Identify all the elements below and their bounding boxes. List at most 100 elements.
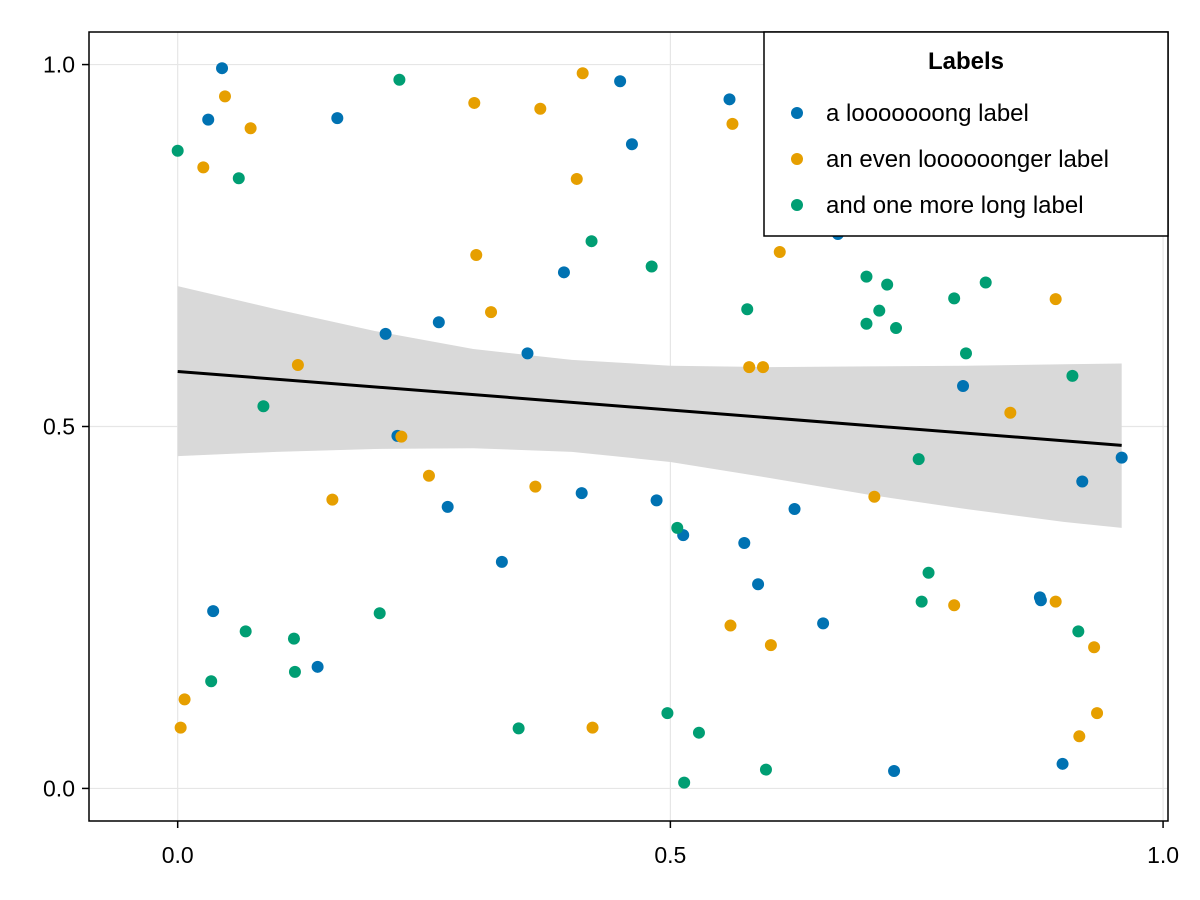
y-tick-label: 1.0 xyxy=(43,52,75,78)
legend-label: and one more long label xyxy=(826,192,1084,219)
regression-line xyxy=(177,369,1122,447)
data-point xyxy=(485,306,498,319)
data-point xyxy=(244,122,257,135)
legend: Labels a looooooong label an even loooooo… xyxy=(763,31,1169,237)
data-point xyxy=(1034,594,1047,607)
regression-line-layer xyxy=(177,369,1122,447)
x-tick-label: 0.0 xyxy=(162,842,194,868)
series-1-points xyxy=(202,62,1128,778)
series-2-points xyxy=(174,67,1104,743)
data-point xyxy=(586,721,599,734)
legend-marker xyxy=(791,153,803,165)
data-point xyxy=(1073,730,1086,743)
data-point xyxy=(915,595,928,608)
data-point xyxy=(1066,369,1079,382)
data-point xyxy=(422,469,435,482)
data-point xyxy=(207,605,220,618)
y-tick-label: 0.0 xyxy=(43,775,75,801)
data-point xyxy=(1049,293,1062,306)
data-point xyxy=(671,521,684,534)
legend-label: a looooooong label xyxy=(826,100,1029,127)
data-point xyxy=(948,599,961,612)
data-point xyxy=(232,172,245,185)
data-point xyxy=(373,607,386,620)
data-point xyxy=(726,117,739,130)
data-point xyxy=(741,303,754,316)
legend-marker xyxy=(791,107,803,119)
data-point xyxy=(764,639,777,652)
data-point xyxy=(1049,595,1062,608)
data-point xyxy=(216,62,229,75)
data-point xyxy=(1076,475,1089,488)
data-point xyxy=(723,93,736,106)
data-point xyxy=(873,304,886,317)
data-point xyxy=(979,276,992,289)
data-point xyxy=(171,144,184,157)
data-point xyxy=(239,625,252,638)
data-point xyxy=(1088,641,1101,654)
data-point xyxy=(957,379,970,392)
axis-ticks: 0.0 0.5 1.0 0.0 0.5 1.0 xyxy=(43,52,1179,868)
data-point xyxy=(331,112,344,125)
data-point xyxy=(757,361,770,374)
data-point xyxy=(468,96,481,109)
data-point xyxy=(288,665,301,678)
data-point xyxy=(959,347,972,360)
data-point xyxy=(881,278,894,291)
data-point xyxy=(534,102,547,115)
data-point xyxy=(441,500,454,513)
data-point xyxy=(817,617,830,630)
data-point xyxy=(1091,707,1104,720)
data-point xyxy=(470,248,483,261)
data-point xyxy=(860,317,873,330)
data-point xyxy=(773,246,786,259)
data-point xyxy=(287,632,300,645)
data-point xyxy=(529,480,542,493)
data-point xyxy=(922,566,935,579)
data-point xyxy=(788,503,801,516)
data-point xyxy=(311,660,324,673)
data-point xyxy=(860,270,873,283)
legend-label: an even loooooonger label xyxy=(826,146,1109,173)
data-point xyxy=(393,73,406,86)
series-3-points xyxy=(171,73,1085,789)
data-point xyxy=(174,721,187,734)
data-point xyxy=(395,430,408,443)
data-point xyxy=(743,361,756,374)
data-point xyxy=(570,172,583,185)
data-point xyxy=(890,322,903,335)
data-point xyxy=(291,358,304,371)
data-point xyxy=(650,494,663,507)
data-point xyxy=(495,555,508,568)
data-point xyxy=(724,619,737,632)
data-point xyxy=(521,347,534,360)
data-point xyxy=(1072,625,1085,638)
data-point xyxy=(888,765,901,778)
legend-title: Labels xyxy=(928,48,1004,75)
data-point xyxy=(202,113,215,126)
data-point xyxy=(912,453,925,466)
data-point xyxy=(614,75,627,88)
data-point xyxy=(379,327,392,340)
data-point xyxy=(1056,757,1069,770)
data-point xyxy=(218,90,231,103)
y-tick-label: 0.5 xyxy=(43,414,75,440)
data-point xyxy=(692,726,705,739)
data-point xyxy=(1004,406,1017,419)
data-point xyxy=(625,138,638,151)
data-point xyxy=(576,67,589,80)
data-point xyxy=(178,693,191,706)
data-point xyxy=(205,675,218,688)
x-tick-label: 0.5 xyxy=(654,842,686,868)
legend-marker xyxy=(791,199,803,211)
data-point xyxy=(257,400,270,413)
data-point xyxy=(661,707,674,720)
data-point xyxy=(759,763,772,776)
data-point xyxy=(432,316,445,329)
data-point xyxy=(575,487,588,500)
data-point xyxy=(868,490,881,503)
data-point xyxy=(512,722,525,735)
data-point xyxy=(585,235,598,248)
x-tick-label: 1.0 xyxy=(1147,842,1179,868)
data-point xyxy=(557,266,570,279)
